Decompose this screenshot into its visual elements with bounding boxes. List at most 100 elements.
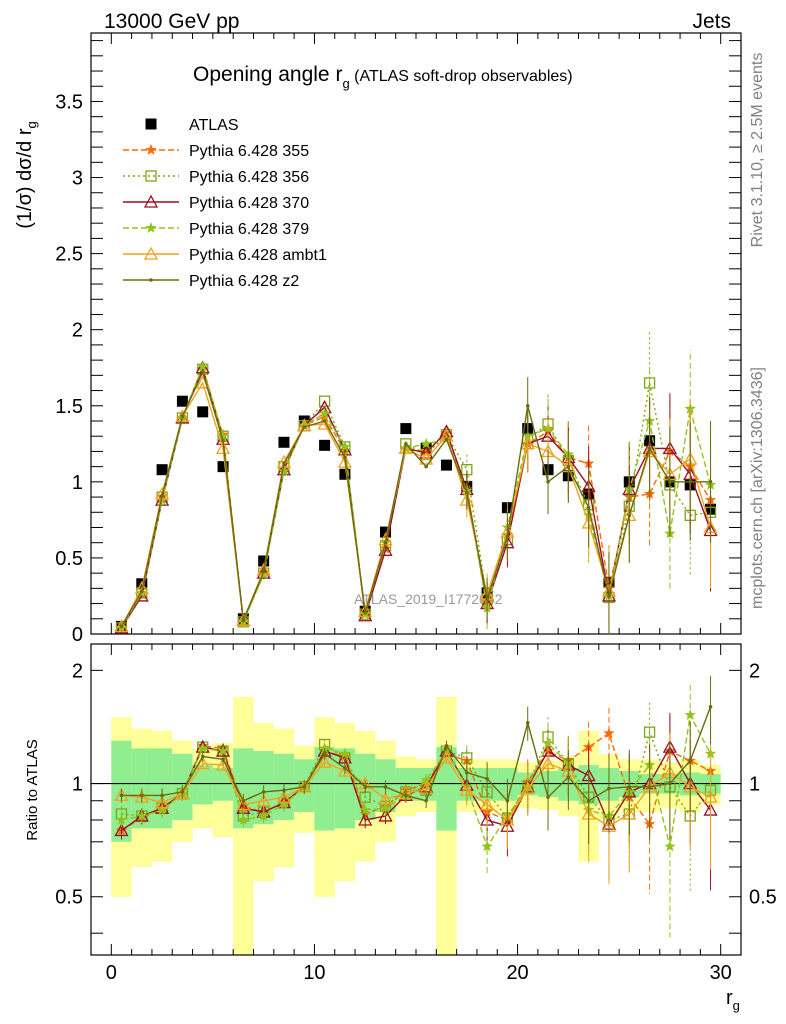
main-series-point: [215, 441, 231, 455]
main-series-6: [119, 370, 713, 634]
main-series-point: [176, 395, 188, 407]
ratio-series-point: [241, 798, 246, 803]
ratio-series-point: [119, 793, 124, 798]
ratio-series-line: [121, 712, 712, 849]
ratio-ytick-label-right: 2: [749, 660, 760, 682]
ratio-series-point: [343, 766, 347, 770]
ratio-ytick-label-right: 0.5: [749, 887, 777, 909]
main-series-point: [217, 430, 229, 442]
main-series-point: [464, 490, 469, 495]
main-ytick-label: 3: [72, 168, 83, 190]
main-series-point: [607, 594, 611, 598]
ratio-series-point: [566, 775, 571, 779]
main-series-point: [627, 513, 632, 518]
ratio-series-point: [136, 810, 148, 821]
ratio-series-point: [419, 781, 434, 795]
main-ytick-label: 0: [72, 624, 83, 646]
main-series-point: [175, 409, 190, 423]
main-series-point: [297, 418, 312, 432]
ratio-series-point: [439, 750, 454, 764]
ratio-series-point: [479, 797, 495, 811]
ratio-series-point: [317, 754, 332, 768]
ratio-series-point: [643, 726, 656, 738]
main-series-point: [404, 442, 408, 446]
main-series-point: [647, 446, 652, 451]
main-series-point: [343, 455, 347, 460]
ratio-series-point: [647, 785, 652, 789]
main-series-point: [419, 445, 434, 459]
main-series-point: [420, 437, 432, 449]
ratio-series-point: [256, 793, 271, 807]
main-series-point: [546, 480, 550, 484]
main-series-point: [258, 555, 270, 567]
main-series-point: [317, 416, 332, 430]
main-series-point: [383, 540, 388, 545]
main-series-point: [119, 624, 124, 629]
ratio-series-point: [139, 793, 144, 798]
ratio-ytick-label-right: 1: [749, 774, 760, 796]
main-series-point: [439, 428, 454, 442]
main-ytick-label: 2: [72, 320, 83, 342]
main-series-point: [420, 445, 432, 457]
header-right: Jets: [692, 10, 731, 33]
header-left: 13000 GeV pp: [104, 10, 239, 33]
main-series-point: [197, 406, 209, 418]
main-ylabel: (1/σ) dσ/d rg: [14, 121, 39, 229]
ratio-series-point: [520, 781, 535, 795]
main-series-point: [282, 461, 286, 466]
ratio-series-point: [404, 793, 408, 798]
ratio-series-point: [115, 814, 128, 825]
ratio-series-point: [464, 770, 469, 775]
ratio-series-point: [180, 790, 185, 794]
main-series-point: [708, 480, 713, 484]
ratio-series-line: [121, 706, 712, 803]
ratio-series-point: [586, 798, 591, 803]
ratio-series-point: [383, 785, 388, 789]
legend-marker: [145, 118, 157, 130]
legend-marker: [143, 246, 159, 260]
ratio-series-point: [257, 810, 270, 821]
ratio-series-point: [339, 747, 351, 759]
legend-label: Pythia 6.428 ambt1: [189, 247, 327, 264]
main-series-point: [322, 419, 327, 423]
main-series-line: [120, 370, 711, 627]
ratio-ytick-label: 0.5: [55, 887, 83, 909]
ratio-series-point: [217, 745, 229, 756]
legend-label: Pythia 6.428 370: [189, 195, 309, 212]
ratio-series-5: [119, 676, 713, 845]
main-ytick-label: 2.5: [55, 244, 83, 266]
legend-marker: [143, 194, 159, 208]
main-series-point: [278, 465, 290, 477]
main-series-point: [318, 407, 331, 419]
main-ytick-label: 1.5: [55, 396, 83, 418]
ratio-series-point: [684, 709, 696, 720]
main-series-point: [380, 526, 392, 538]
ratio-xtick-label: 0: [106, 962, 117, 984]
main-ytick-label: 0.5: [55, 548, 83, 570]
watermark: ATLAS_2019_I1772062: [354, 591, 503, 607]
legend-marker: [145, 144, 157, 155]
main-series-point: [440, 459, 452, 471]
main-series-point: [180, 414, 185, 419]
main-series-point: [241, 618, 246, 623]
main-series-point: [444, 437, 449, 442]
main-series-point: [668, 480, 672, 484]
main-series-point: [419, 451, 434, 465]
ratio-series-point: [525, 721, 530, 725]
ratio-series-point: [221, 757, 225, 762]
ratio-series-point: [703, 789, 718, 803]
legend-marker: [145, 222, 157, 233]
uncertainty-band-green: [192, 765, 213, 805]
main-series-point: [358, 608, 373, 622]
ratio-series-point: [664, 840, 676, 852]
legend-label: Pythia 6.428 355: [189, 143, 309, 160]
main-series-point: [358, 603, 373, 617]
legend-marker: [145, 170, 157, 182]
ratio-ytick-label: 2: [72, 660, 83, 682]
main-series-point: [339, 440, 351, 452]
main-series-point: [257, 568, 270, 580]
ratio-series-point: [603, 727, 615, 739]
mcplots-side-label: mcplots.cern.ch [arXiv:1306.3436]: [749, 367, 766, 609]
main-series-point: [278, 436, 290, 448]
ratio-series-point: [282, 788, 286, 793]
